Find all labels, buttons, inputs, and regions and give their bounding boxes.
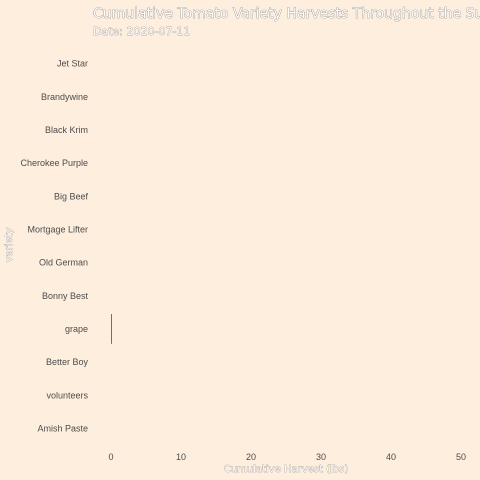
bars: [111, 313, 112, 344]
y-axis-title: variety: [4, 227, 15, 262]
x-tick-label: 50: [456, 452, 466, 462]
x-tick-label: 10: [176, 452, 186, 462]
chart-subtitle: Date: 2020-07-11: [93, 25, 190, 38]
chart-title: Cumulative Tomato Variety Harvests Throu…: [93, 6, 480, 22]
y-tick-label: Big Beef: [54, 191, 89, 201]
y-tick-label: volunteers: [46, 390, 88, 400]
y-tick-label: Black Krim: [45, 125, 88, 135]
y-tick-label: Better Boy: [46, 357, 89, 367]
y-tick-label: Cherokee Purple: [20, 158, 88, 168]
x-axis-tick-labels: 0 10 20 30 40 50: [108, 452, 466, 462]
y-tick-label: Mortgage Lifter: [27, 224, 88, 234]
x-tick-label: 30: [316, 452, 326, 462]
y-tick-label: grape: [65, 324, 88, 334]
x-axis-title: Cumulative Harvest (lbs): [224, 464, 349, 475]
y-axis-tick-labels: Jet Star Brandywine Black Krim Cherokee Pur…: [20, 59, 88, 434]
y-tick-label: Jet Star: [57, 59, 88, 69]
y-tick-label: Amish Paste: [37, 423, 88, 433]
y-tick-label: Bonny Best: [42, 291, 89, 301]
y-tick-label: Brandywine: [41, 92, 88, 102]
y-tick-label: Old German: [39, 258, 88, 268]
x-tick-label: 0: [108, 452, 113, 462]
x-tick-label: 40: [386, 452, 396, 462]
x-tick-label: 20: [246, 452, 256, 462]
bar: [111, 313, 112, 344]
